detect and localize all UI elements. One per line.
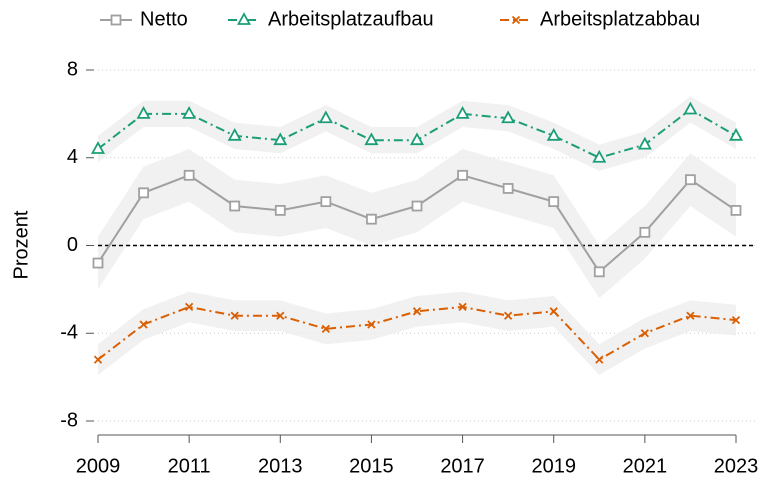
- marker: [183, 169, 195, 181]
- marker: [90, 141, 106, 154]
- marker: [136, 106, 151, 119]
- marker: [731, 315, 741, 325]
- marker: [138, 187, 149, 199]
- x-tick-label: 2021: [623, 455, 668, 477]
- marker: [502, 183, 514, 194]
- marker: [640, 329, 649, 338]
- legend-entry: Arbeitsplatzaufbau: [228, 8, 434, 30]
- x-tick-label: 2023: [714, 455, 759, 477]
- x-tick-label: 2009: [76, 455, 121, 477]
- line: [97, 305, 737, 361]
- x-tick-label: 2011: [168, 455, 211, 477]
- marker: [548, 196, 560, 208]
- marker: [728, 127, 744, 141]
- marker: [229, 200, 241, 212]
- confidence-band: [98, 291, 736, 375]
- marker: [92, 257, 104, 269]
- legend-entry: Arbeitsplatzabbau: [500, 8, 700, 30]
- marker: [409, 132, 425, 146]
- x-tick-label: 2013: [258, 455, 303, 477]
- marker: [367, 320, 376, 329]
- marker: [686, 311, 695, 320]
- x-tick-label: 2017: [440, 455, 485, 477]
- marker: [639, 226, 651, 238]
- legend-marker: [110, 14, 122, 26]
- y-axis-label: Prozent: [10, 210, 32, 279]
- marker: [227, 127, 242, 141]
- marker: [320, 196, 332, 208]
- y-tick-label: 4: [67, 146, 78, 168]
- marker: [139, 320, 148, 329]
- marker: [730, 204, 742, 216]
- marker: [549, 307, 558, 316]
- legend-label: Netto: [140, 8, 188, 30]
- marker: [276, 311, 285, 320]
- marker: [318, 110, 333, 124]
- marker: [458, 302, 467, 312]
- x-tick-label: 2015: [349, 455, 394, 477]
- y-tick-label: -8: [60, 409, 78, 431]
- marker: [504, 311, 513, 320]
- marker: [273, 132, 288, 146]
- marker: [592, 149, 607, 163]
- marker: [455, 106, 470, 119]
- marker: [321, 324, 330, 333]
- y-tick-label: 0: [67, 234, 78, 256]
- marker: [595, 355, 604, 364]
- marker: [182, 106, 197, 119]
- marker: [685, 174, 696, 186]
- marker: [593, 266, 605, 278]
- marker: [501, 110, 516, 124]
- marker: [683, 101, 698, 115]
- marker: [366, 213, 377, 225]
- x-tick-label: 2019: [531, 455, 576, 477]
- marker: [412, 307, 422, 316]
- legend-label: Arbeitsplatzaufbau: [268, 8, 434, 30]
- y-tick-label: -4: [60, 322, 78, 344]
- marker: [411, 200, 423, 212]
- legend-marker: [236, 12, 252, 25]
- legend-label: Arbeitsplatzabbau: [540, 8, 700, 30]
- marker: [364, 132, 379, 146]
- marker: [230, 311, 239, 320]
- legend-entry: Netto: [100, 8, 188, 30]
- y-tick-label: 8: [67, 58, 78, 80]
- marker: [93, 355, 103, 364]
- marker: [546, 127, 561, 141]
- marker: [185, 302, 194, 312]
- marker: [274, 204, 286, 216]
- marker: [457, 169, 468, 181]
- legend-marker: [511, 15, 521, 25]
- marker: [637, 136, 652, 150]
- confidence-band: [98, 148, 736, 299]
